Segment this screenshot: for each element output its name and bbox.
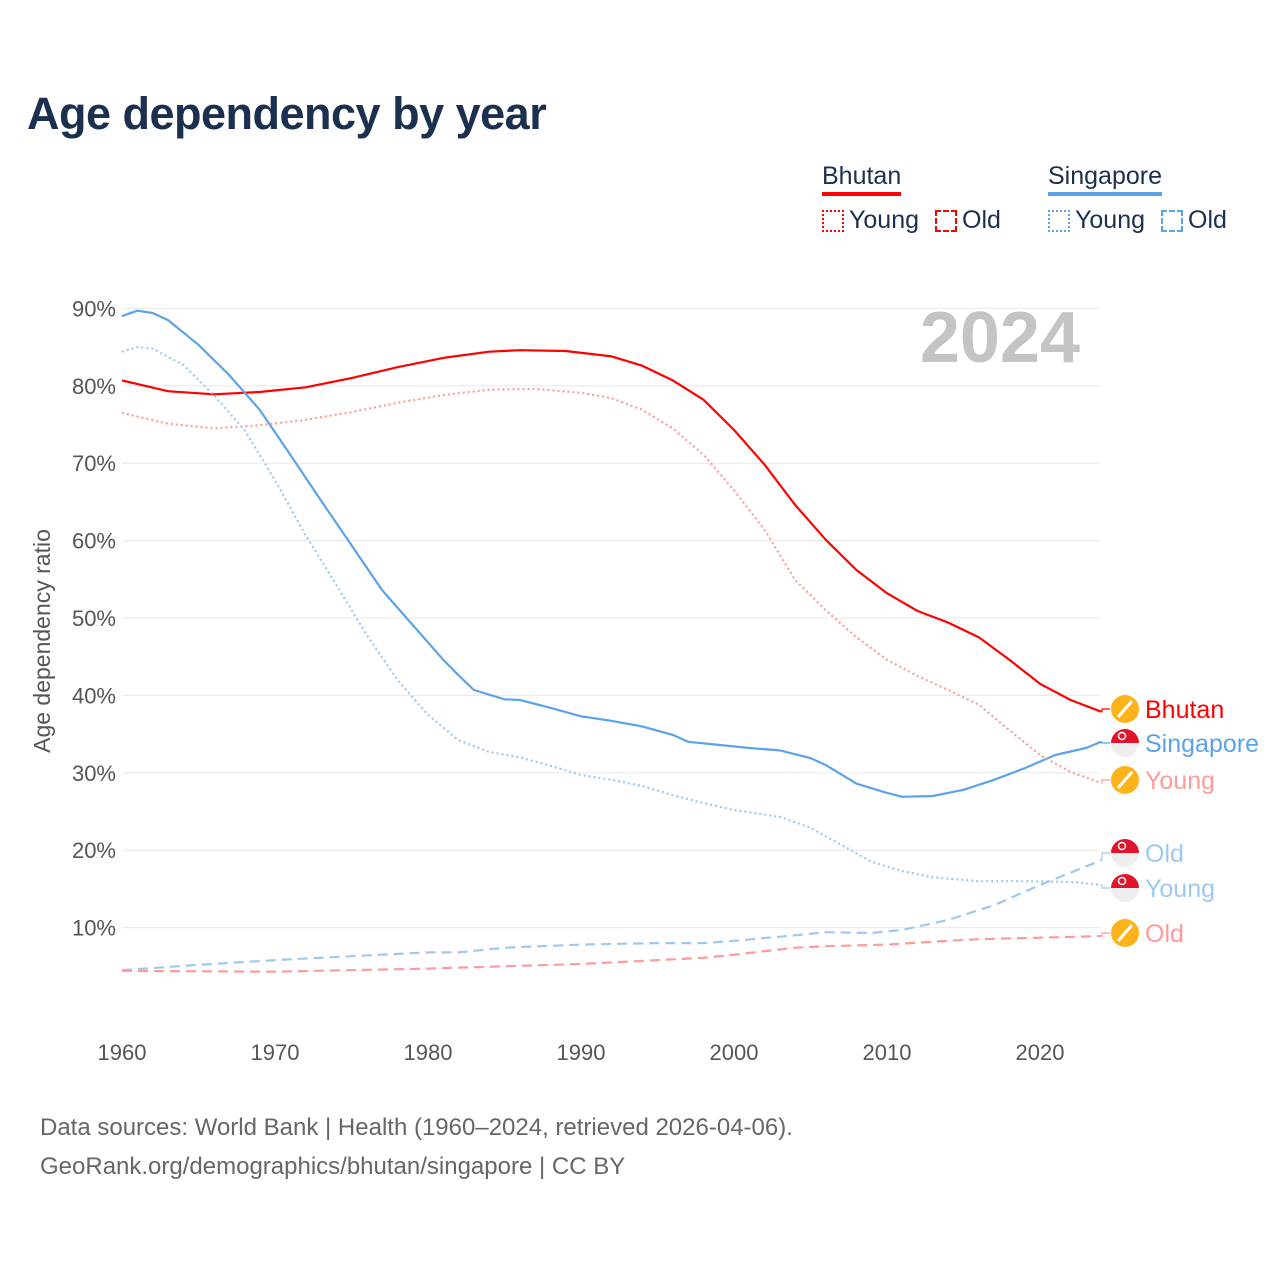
series-end-label: Old xyxy=(1145,920,1184,948)
x-tick-label: 1980 xyxy=(404,1040,453,1065)
legend-group-singapore: Singapore Young Old xyxy=(1048,162,1227,235)
leader-line xyxy=(1101,852,1110,861)
crescent-glyph xyxy=(1117,731,1127,741)
y-tick-label: 70% xyxy=(72,451,116,476)
legend-title-singapore[interactable]: Singapore xyxy=(1048,162,1162,196)
series-line-singapore xyxy=(121,309,1102,798)
y-tick-label: 20% xyxy=(72,838,116,863)
x-tick-label: 2020 xyxy=(1016,1040,1065,1065)
chart-title: Age dependency by year xyxy=(27,88,547,139)
crescent-glyph xyxy=(1117,876,1127,886)
dragon-glyph xyxy=(1116,700,1134,718)
series-end-label: Old xyxy=(1145,840,1184,868)
legend-item-singapore-old[interactable]: Old xyxy=(1161,206,1227,235)
legend-item-bhutan-young[interactable]: Young xyxy=(822,206,919,235)
x-tick-label: 2000 xyxy=(710,1040,759,1065)
series-end-label: Young xyxy=(1145,767,1215,795)
x-tick-label: 1960 xyxy=(98,1040,147,1065)
dashed-swatch-icon xyxy=(935,209,957,232)
dragon-glyph xyxy=(1116,924,1134,942)
leader-line xyxy=(1101,779,1110,784)
leader-line xyxy=(1101,708,1110,713)
series-line-bhutan-young xyxy=(121,387,1102,784)
series-end-label: Young xyxy=(1145,875,1215,903)
y-tick-label: 90% xyxy=(72,296,116,321)
legend-group-bhutan: Bhutan Young Old xyxy=(822,162,1001,235)
y-axis-label: Age dependency ratio xyxy=(29,529,55,753)
footer: Data sources: World Bank | Health (1960–… xyxy=(40,1108,793,1186)
y-tick-label: 40% xyxy=(72,683,116,708)
series-line-singapore-young xyxy=(121,346,1102,887)
leader-line xyxy=(1101,932,1110,937)
crescent-glyph xyxy=(1117,841,1127,851)
leader-line xyxy=(1101,884,1110,889)
legend-label: Young xyxy=(1075,206,1145,234)
dragon-glyph xyxy=(1116,771,1134,789)
year-watermark: 2024 xyxy=(920,298,1080,378)
dotted-swatch-icon xyxy=(1048,209,1070,232)
dotted-swatch-icon xyxy=(822,209,844,232)
x-tick-label: 1970 xyxy=(251,1040,300,1065)
y-tick-label: 10% xyxy=(72,916,116,941)
data-source: Data sources: World Bank | Health (1960–… xyxy=(40,1114,793,1141)
legend-label: Old xyxy=(962,206,1001,234)
series-line-bhutan xyxy=(121,349,1102,713)
y-tick-label: 30% xyxy=(72,761,116,786)
series-end-label: Singapore xyxy=(1145,730,1259,758)
x-tick-label: 1990 xyxy=(557,1040,606,1065)
legend-label: Old xyxy=(1188,206,1227,234)
source-link[interactable]: GeoRank.org/demographics/bhutan/singapor… xyxy=(40,1153,626,1180)
x-tick-label: 2010 xyxy=(863,1040,912,1065)
y-tick-label: 50% xyxy=(72,606,116,631)
series-line-singapore-old xyxy=(121,859,1102,972)
legend-item-bhutan-old[interactable]: Old xyxy=(935,206,1001,235)
legend-item-singapore-young[interactable]: Young xyxy=(1048,206,1145,235)
leader-line xyxy=(1101,741,1110,744)
dashed-swatch-icon xyxy=(1161,209,1183,232)
legend-title-bhutan[interactable]: Bhutan xyxy=(822,162,902,196)
series-end-label: Bhutan xyxy=(1145,696,1224,724)
y-tick-label: 80% xyxy=(72,374,116,399)
legend-label: Young xyxy=(849,206,919,234)
y-tick-label: 60% xyxy=(72,529,116,554)
series-line-bhutan-old xyxy=(121,935,1102,973)
